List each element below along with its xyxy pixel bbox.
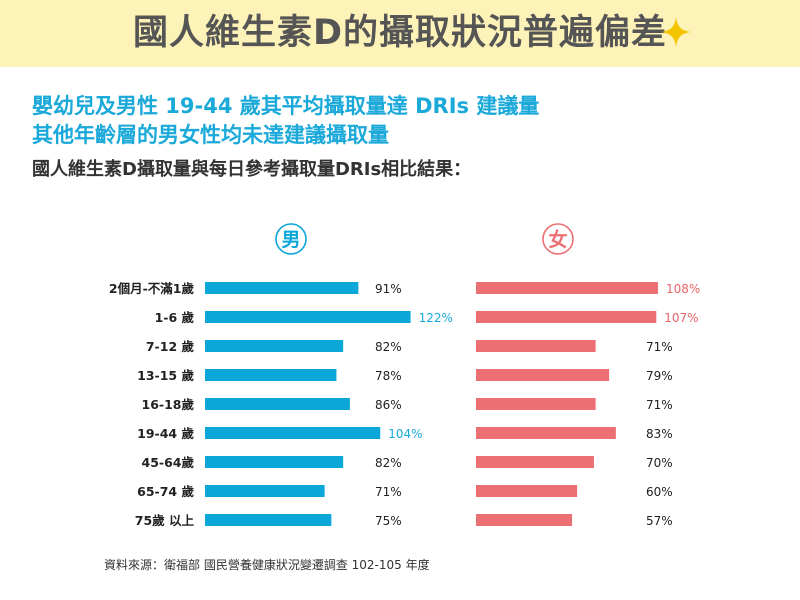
category-label: 1-6 歲 <box>155 310 195 325</box>
bar <box>205 427 381 439</box>
data-label: 104% <box>388 427 422 441</box>
data-label: 57% <box>646 514 673 528</box>
data-label: 75% <box>375 514 402 528</box>
data-label: 91% <box>375 282 402 296</box>
data-label: 71% <box>646 398 673 412</box>
bar <box>205 398 350 410</box>
bar <box>476 311 657 323</box>
data-label: 82% <box>375 456 402 470</box>
category-label: 2個月-不滿1歲 <box>109 281 195 296</box>
bar <box>205 282 359 294</box>
bar <box>205 514 332 526</box>
category-label: 75歲 以上 <box>135 513 195 528</box>
bar <box>476 398 596 410</box>
headline-line-2: 其他年齡層的男女性均未達建議攝取量 <box>32 123 389 147</box>
bar <box>476 485 578 497</box>
data-label: 83% <box>646 427 673 441</box>
bar <box>476 282 658 294</box>
data-label: 107% <box>664 311 698 325</box>
bar <box>476 427 616 439</box>
banner-title: 國人維生素D的攝取狀況普遍偏差 <box>132 13 668 53</box>
data-label: 71% <box>375 485 402 499</box>
sparkle-icon <box>661 17 691 47</box>
category-label: 7-12 歲 <box>146 339 195 354</box>
category-label: 19-44 歲 <box>137 426 194 441</box>
category-label: 45-64歲 <box>142 455 195 470</box>
bar <box>476 514 573 526</box>
data-label: 86% <box>375 398 402 412</box>
data-label: 70% <box>646 456 673 470</box>
data-label: 71% <box>646 340 673 354</box>
category-label: 16-18歲 <box>142 397 195 412</box>
title-banner: 國人維生素D的攝取狀況普遍偏差 <box>0 0 800 67</box>
legend-badge <box>275 223 307 255</box>
data-label: 82% <box>375 340 402 354</box>
bar <box>205 340 344 352</box>
bar <box>205 485 325 497</box>
category-label: 65-74 歲 <box>137 484 194 499</box>
bar <box>205 369 337 381</box>
bar <box>476 369 610 381</box>
legend-label: 女 <box>548 228 567 251</box>
source-note: 資料來源：衛福部 國民營養健康狀況變遷調查 102-105 年度 <box>104 558 430 572</box>
category-label: 13-15 歲 <box>137 368 194 383</box>
data-label: 79% <box>646 369 673 383</box>
data-label: 122% <box>419 311 453 325</box>
legend-badge <box>542 223 574 255</box>
data-label: 60% <box>646 485 673 499</box>
bar <box>476 340 596 352</box>
headline-line-1: 嬰幼兒及男性 19-44 歲其平均攝取量達 DRIs 建議量 <box>32 94 540 118</box>
bar <box>205 456 344 468</box>
data-label: 78% <box>375 369 402 383</box>
bar <box>205 311 411 323</box>
data-label: 108% <box>666 282 700 296</box>
bar <box>476 456 594 468</box>
legend-label: 男 <box>281 229 300 251</box>
chart-subtitle: 國人維生素D攝取量與每日參考攝取量DRIs相比結果： <box>32 159 472 180</box>
